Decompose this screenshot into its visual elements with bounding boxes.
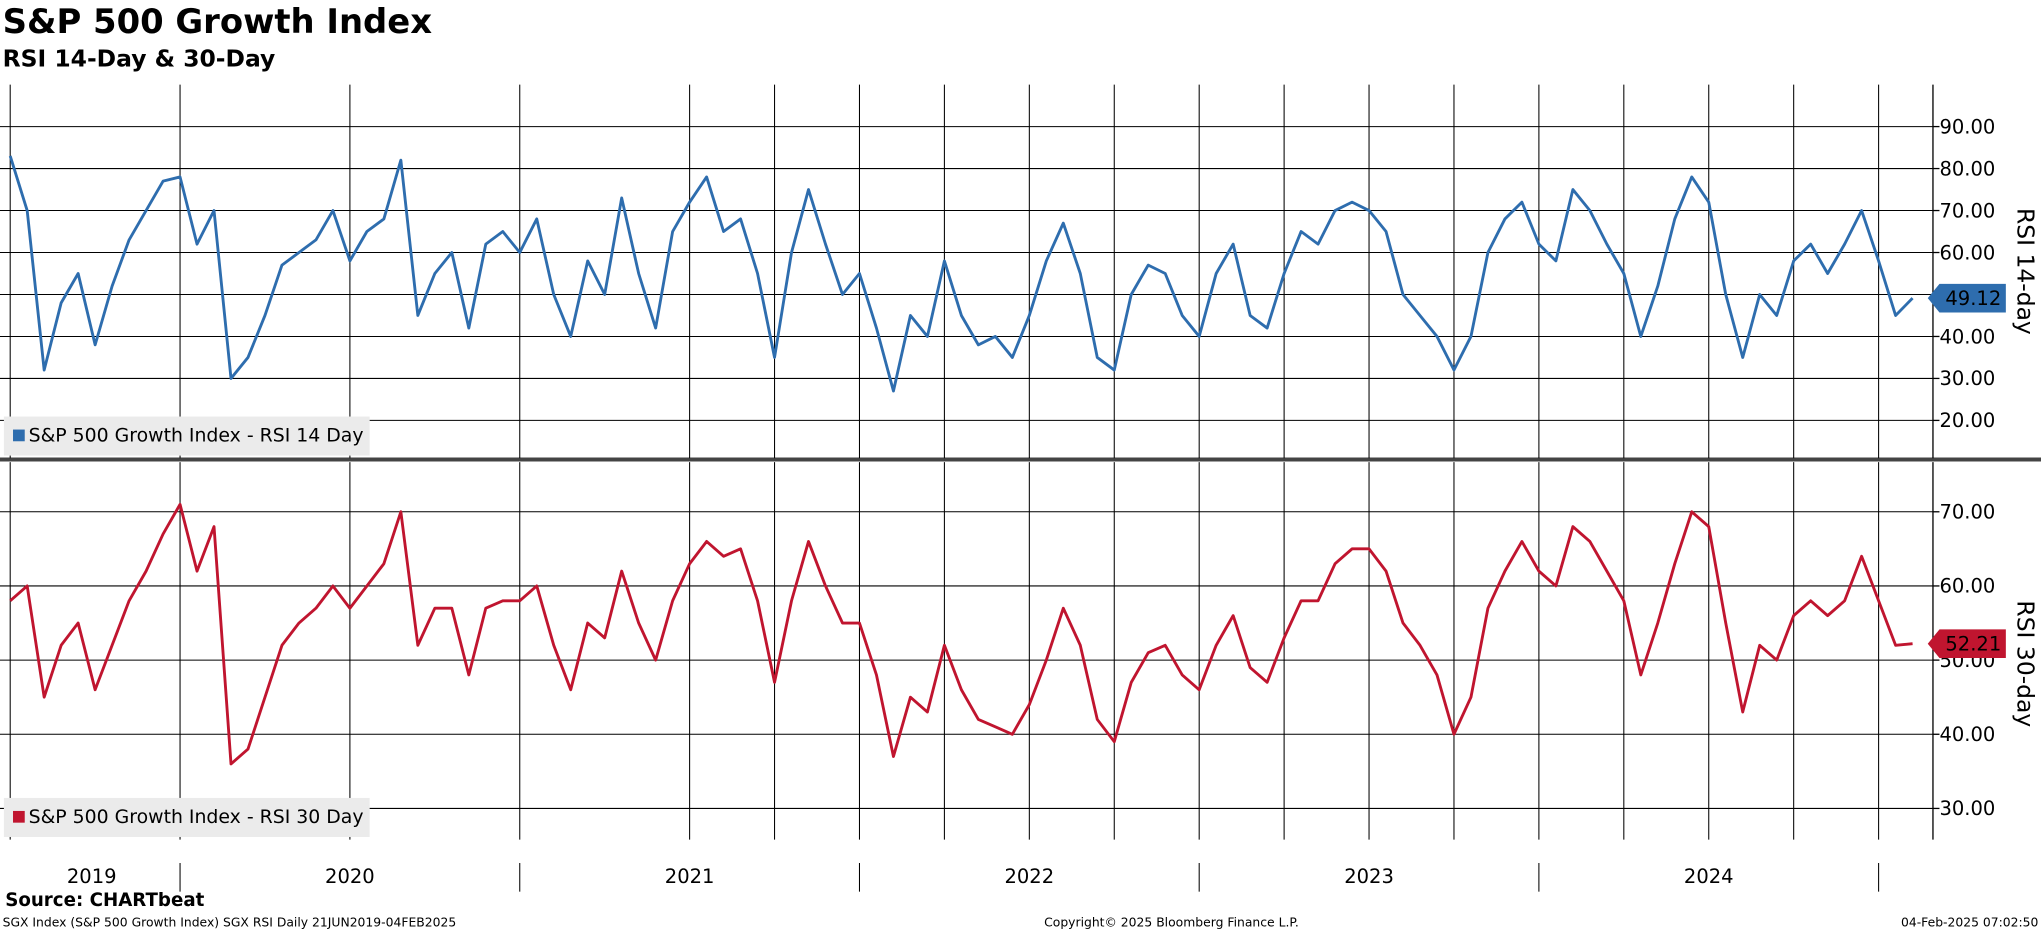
x-tick-label: 2022: [1004, 865, 1054, 888]
y-tick-label: 30.00: [1939, 797, 1995, 820]
chart-subtitle: RSI 14-Day & 30-Day: [3, 44, 276, 72]
y-axis-label: RSI 30-day: [2012, 600, 2040, 727]
last-value-label: 49.12: [1945, 287, 2001, 310]
legend-swatch: [13, 429, 25, 442]
x-tick-label: 2024: [1684, 865, 1734, 888]
y-tick-label: 70.00: [1939, 501, 1995, 524]
y-tick-label: 60.00: [1939, 575, 1995, 598]
last-value-box: [1927, 629, 2006, 659]
x-tick-label: 2020: [325, 865, 375, 888]
source: Source: CHARTbeat: [5, 890, 204, 911]
legend-swatch: [13, 810, 25, 823]
series-line: [8, 155, 1914, 393]
y-tick-label: 90.00: [1939, 115, 1995, 138]
series-line: [9, 502, 1913, 766]
x-tick-label: 2021: [665, 865, 715, 888]
y-tick-label: 20.00: [1939, 409, 1995, 432]
legend-label: S&P 500 Growth Index - RSI 14 Day: [29, 425, 364, 447]
y-tick-label: 60.00: [1939, 241, 1995, 264]
y-tick-label: 30.00: [1939, 367, 1995, 390]
legend-box: [3, 416, 370, 456]
legend-box: [3, 797, 370, 837]
y-tick-label: 70.00: [1939, 199, 1995, 222]
last-value-label: 52.21: [1945, 633, 2001, 656]
y-tick-label: 40.00: [1939, 723, 1995, 746]
y-axis-label: RSI 14-day: [2012, 208, 2040, 335]
footer-right: 04-Feb-2025 07:02:50: [1901, 915, 2039, 929]
chart-title: S&P 500 Growth Index: [3, 2, 433, 41]
y-tick-label: 40.00: [1939, 325, 1995, 348]
legend-label: S&P 500 Growth Index - RSI 30 Day: [29, 806, 364, 828]
x-tick-label: 2023: [1344, 865, 1394, 888]
x-tick-label: 2019: [67, 865, 117, 888]
footer-center: Copyright© 2025 Bloomberg Finance L.P.: [1044, 915, 1299, 929]
y-tick-label: 80.00: [1939, 157, 1995, 180]
last-value-box: [1927, 283, 2006, 313]
footer-left: SGX Index (S&P 500 Growth Index) SGX RSI…: [3, 915, 457, 929]
